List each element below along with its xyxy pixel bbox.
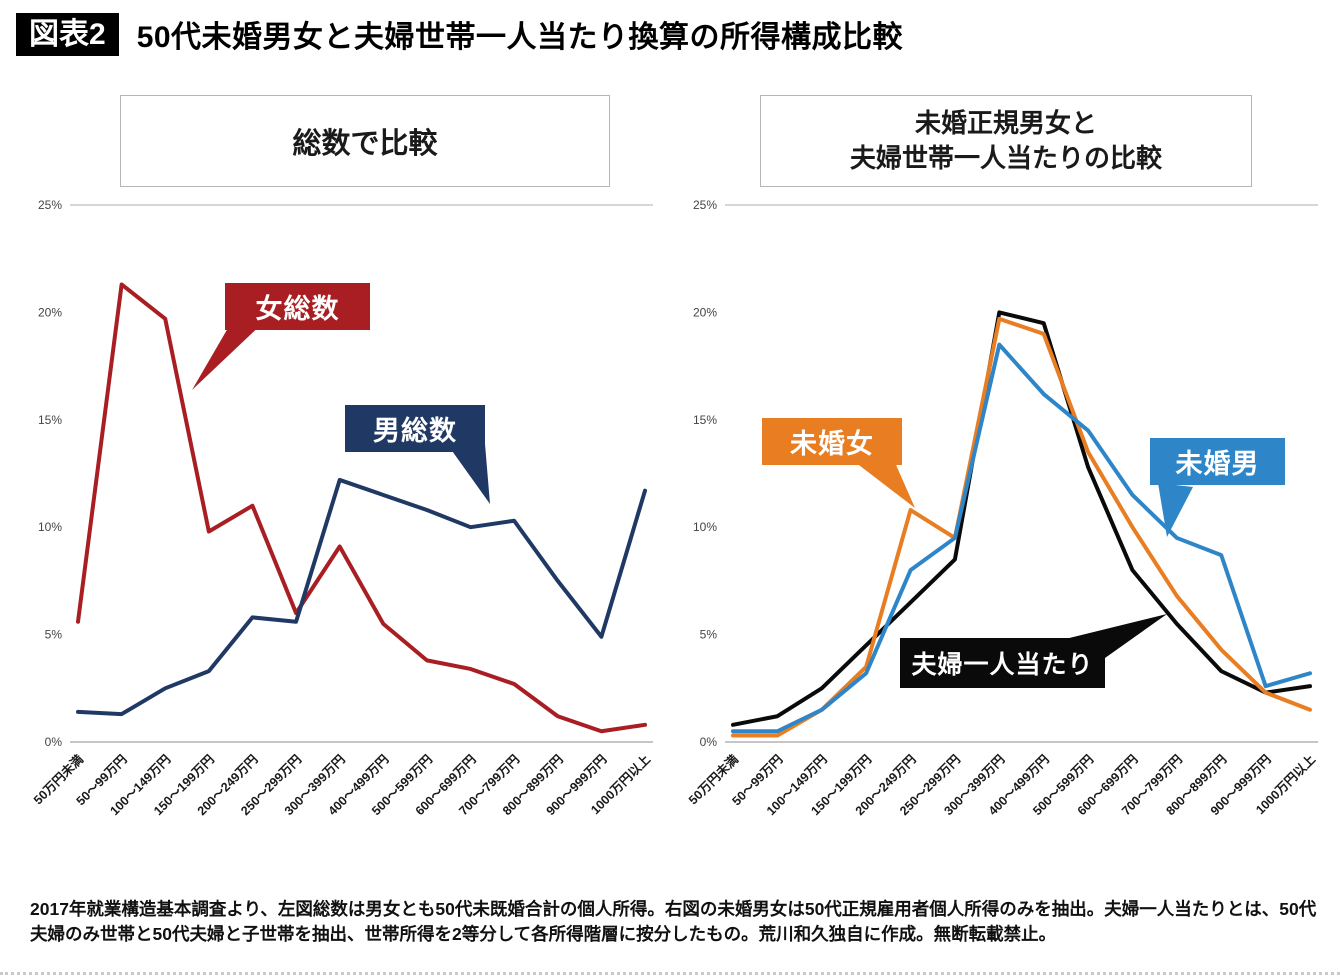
y-tick-label: 5%: [700, 628, 718, 642]
callout-tail-2: [1158, 483, 1193, 537]
y-tick-label: 0%: [700, 735, 718, 749]
callout-unmarried-female: 未婚女: [762, 418, 902, 465]
page-title: 50代未婚男女と夫婦世帯一人当たり換算の所得構成比較: [136, 21, 904, 54]
callout-tail-1: [450, 444, 490, 504]
callout-male-total: 男総数: [345, 405, 485, 452]
chart-panel-unmarried-vs-couple: 0% 5% 10% 15% 20% 25% 50万円未満 50〜99万円 100〜149万円 15…: [675, 190, 1330, 890]
y-tick-label: 25%: [693, 198, 717, 212]
y-tick-label: 0%: [45, 735, 63, 749]
line-chart-unmarried-vs-couple: 0%5%10%15%20%25%50万円未満50〜99万円100〜149万円15…: [685, 198, 1318, 818]
series-line-0: [76, 282, 647, 734]
y-tick-label: 5%: [45, 628, 63, 642]
y-tick-label: 25%: [38, 198, 62, 212]
callout-tail-0: [192, 320, 266, 390]
series-line-2: [731, 342, 1312, 734]
source-footnote: 2017年就業構造基本調査より、左図総数は男女とも50代未既婚合計の個人所得。右…: [30, 899, 1317, 945]
callout-female-total: 女総数: [225, 283, 370, 330]
y-tick-label: 20%: [693, 305, 717, 319]
y-tick-label: 15%: [38, 413, 62, 427]
chart-panel-totals: 0% 5% 10% 15% 20% 25% 50万円未満 50〜99万円 100〜149万円 15…: [20, 190, 665, 890]
series-line-0: [731, 310, 1312, 727]
bottom-divider: [0, 972, 1340, 975]
callout-couple-per-capita: 夫婦一人当たり: [900, 638, 1105, 688]
callout-tail-1: [855, 458, 915, 508]
y-tick-label: 10%: [38, 520, 62, 534]
left-chart-title: 総数で比較: [120, 95, 610, 187]
line-chart-totals: 0%5%10%15%20%25%50万円未満50〜99万円100〜149万円15…: [30, 198, 653, 818]
y-tick-label: 20%: [38, 305, 62, 319]
y-tick-label: 10%: [693, 520, 717, 534]
y-tick-label: 15%: [693, 413, 717, 427]
callout-unmarried-male: 未婚男: [1150, 438, 1285, 485]
page-header: 図表2 50代未婚男女と夫婦世帯一人当たり換算の所得構成比較: [16, 12, 903, 56]
right-chart-title: 未婚正規男女と 夫婦世帯一人当たりの比較: [760, 95, 1252, 187]
figure-number-badge: 図表2: [16, 12, 119, 56]
series-line-1: [76, 477, 647, 717]
